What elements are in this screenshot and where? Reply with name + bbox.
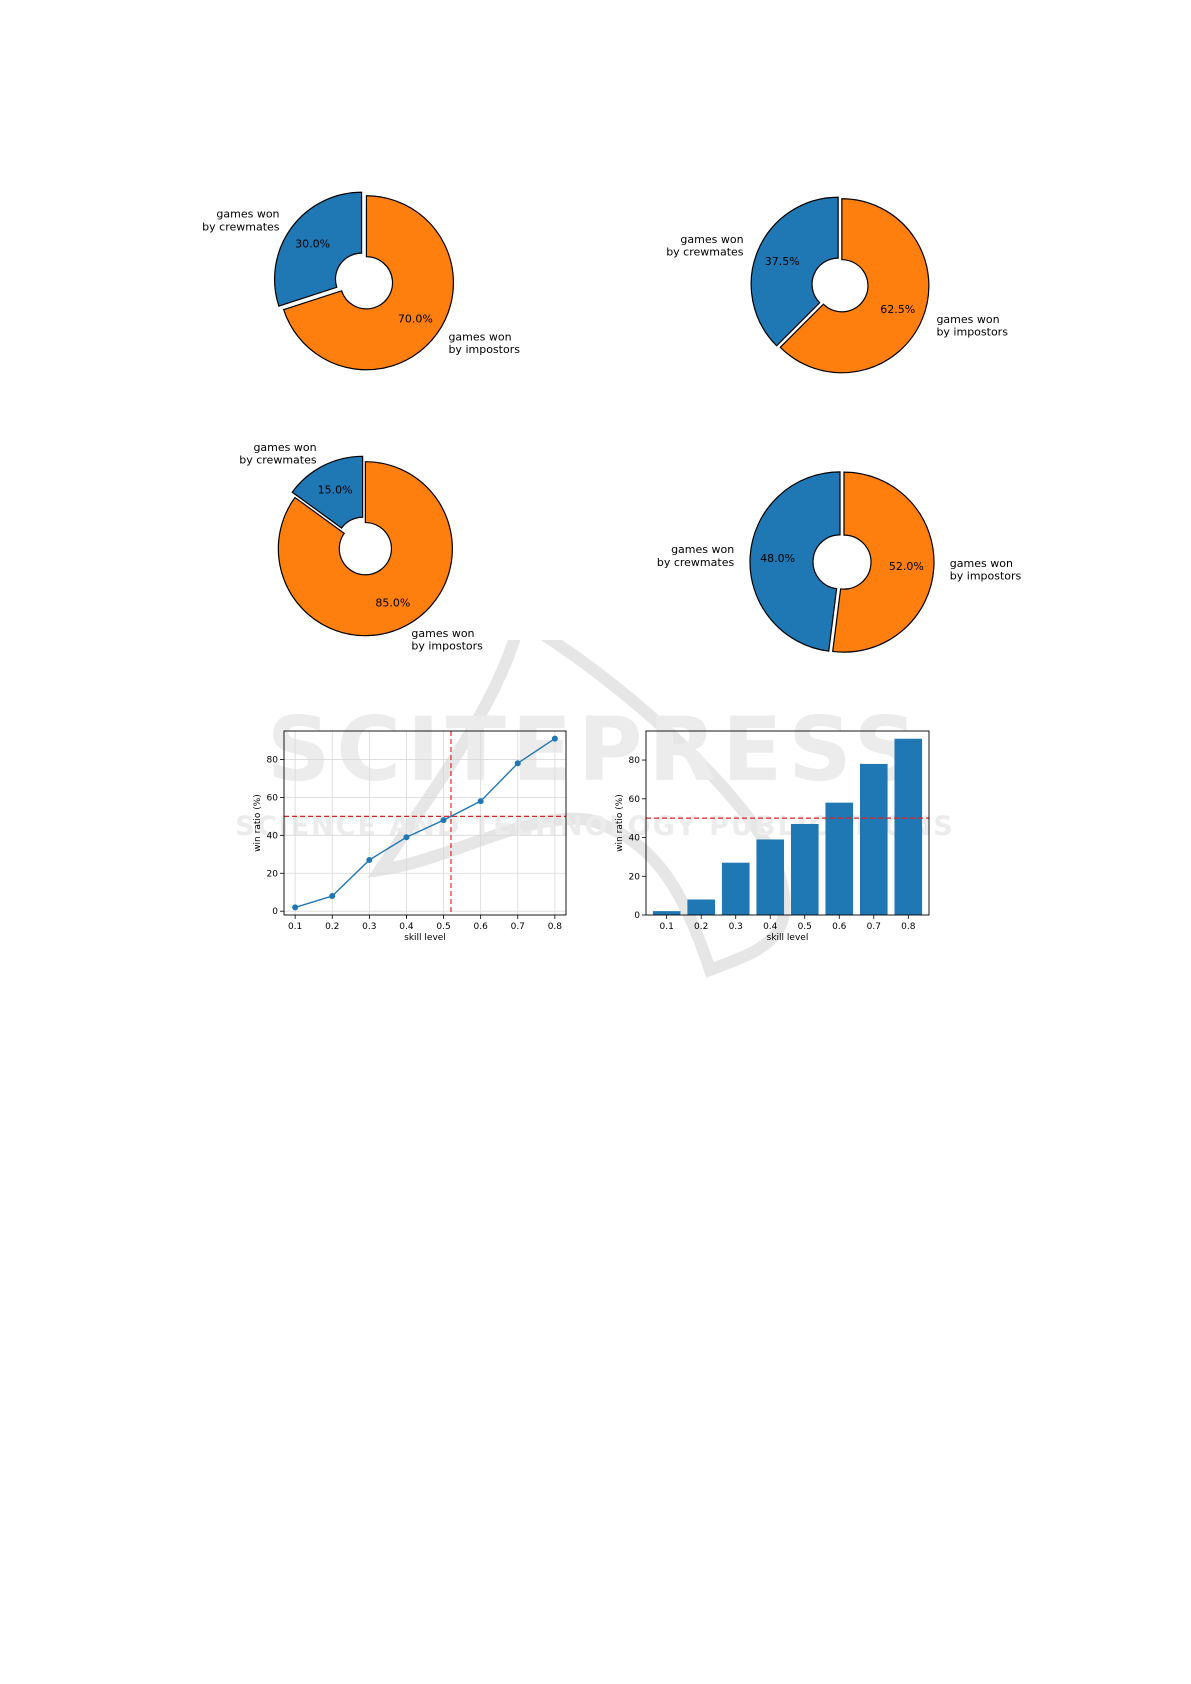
slice-category-label: games won by crewmates	[657, 543, 735, 569]
x-tick-label: 0.3	[729, 922, 743, 932]
slice-impostors	[779, 198, 930, 374]
y-tick-label: 0	[634, 911, 640, 921]
x-tick-label: 0.4	[399, 922, 414, 932]
y-tick-label: 80	[629, 756, 641, 766]
plot-frame	[645, 730, 930, 916]
data-point	[329, 893, 336, 900]
y-tick-label: 60	[267, 793, 279, 803]
slice-crewmates	[749, 471, 841, 652]
x-tick-label: 0.7	[511, 922, 525, 932]
y-tick-label: 0	[272, 907, 278, 917]
data-point	[366, 856, 373, 863]
y-tick-label: 20	[267, 869, 279, 879]
bar	[652, 911, 681, 915]
publisher-watermark: SCITEPRESS SCIENCE AND TECHNOLOGY PUBLIC…	[235, 640, 953, 978]
y-tick-label: 60	[629, 795, 641, 805]
slice-category-label: games won by crewmates	[666, 233, 744, 259]
slice-category-label: games won by crewmates	[202, 208, 280, 234]
slice-category-label: games won by impostors	[950, 557, 1022, 583]
slice-category-label: games won by impostors	[448, 330, 520, 356]
x-tick-label: 0.2	[325, 922, 339, 932]
y-tick-label: 40	[267, 831, 279, 841]
plot-frame	[283, 730, 567, 916]
x-axis-title: skill level	[767, 933, 809, 943]
slice-crewmates	[274, 191, 363, 307]
x-tick-label: 0.3	[362, 922, 376, 932]
slice-category-label: games won by impostors	[936, 313, 1008, 339]
y-axis-title: win ratio (%)	[253, 794, 263, 852]
slice-percentage-label: 70.0%	[398, 312, 433, 325]
data-point	[292, 904, 299, 911]
slice-percentage-label: 37.5%	[765, 255, 800, 268]
x-tick-label: 0.1	[288, 922, 302, 932]
data-point	[551, 735, 558, 742]
series-line	[294, 738, 556, 909]
slice-impostors	[282, 195, 455, 371]
slice-category-label: games won by impostors	[411, 627, 483, 653]
x-tick-label: 0.6	[832, 922, 847, 932]
data-point	[477, 798, 484, 805]
y-tick-label: 80	[267, 755, 279, 765]
x-tick-label: 0.8	[901, 922, 916, 932]
y-tick-label: 40	[629, 834, 641, 844]
x-tick-label: 0.1	[660, 922, 674, 932]
slice-percentage-label: 48.0%	[760, 552, 795, 565]
x-tick-label: 0.6	[473, 922, 488, 932]
slice-impostors	[277, 461, 453, 637]
data-point	[403, 834, 410, 841]
x-axis-title: skill level	[404, 933, 446, 943]
data-point	[440, 817, 447, 824]
x-tick-label: 0.5	[436, 922, 450, 932]
slice-percentage-label: 15.0%	[318, 483, 353, 496]
y-tick-label: 20	[629, 872, 641, 882]
x-tick-label: 0.8	[548, 922, 563, 932]
slice-percentage-label: 30.0%	[295, 238, 330, 251]
x-tick-label: 0.2	[694, 922, 708, 932]
slice-category-label: games won by crewmates	[239, 441, 317, 467]
bar	[790, 823, 819, 915]
bar	[894, 738, 923, 915]
bar	[756, 839, 785, 915]
slice-impostors	[832, 471, 935, 653]
bar	[687, 899, 716, 915]
x-tick-label: 0.5	[798, 922, 812, 932]
slice-crewmates	[291, 455, 364, 529]
bar	[721, 862, 750, 915]
bar	[859, 763, 888, 915]
x-tick-label: 0.4	[763, 922, 778, 932]
bar	[825, 802, 854, 915]
slice-percentage-label: 62.5%	[880, 303, 915, 316]
y-axis-title: win ratio (%)	[615, 794, 625, 852]
x-tick-label: 0.7	[867, 922, 881, 932]
slice-percentage-label: 85.0%	[375, 597, 410, 610]
slice-crewmates	[750, 196, 839, 347]
slice-percentage-label: 52.0%	[889, 560, 924, 573]
data-point	[514, 760, 521, 767]
watermark-main-text: SCITEPRESS	[267, 698, 923, 801]
